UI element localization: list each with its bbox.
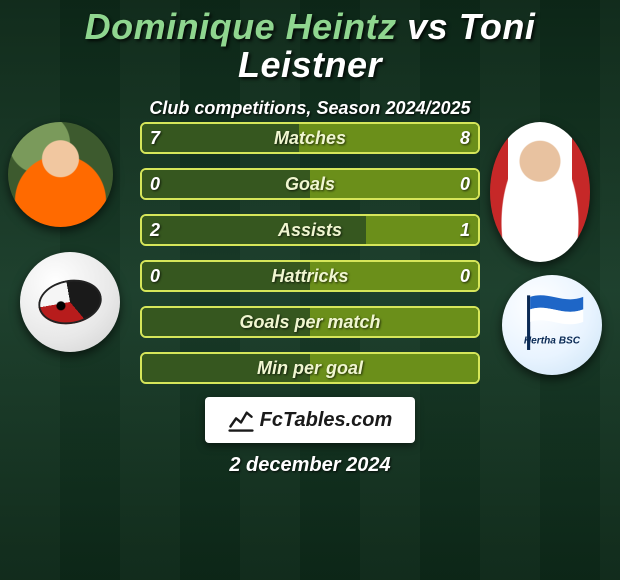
stat-bar-left-seg [142,354,310,382]
stat-row: Min per goal [140,352,480,384]
stat-bar-left-seg [142,262,310,290]
vs-label: vs [407,6,448,47]
stat-bar [140,260,480,292]
stat-bar-right-seg [366,216,478,244]
report-date: 2 december 2024 [0,454,620,477]
player1-avatar [8,122,113,227]
player2-club-logo: Hertha BSC [502,275,602,375]
stat-bar [140,214,480,246]
stat-bar-right-seg [310,262,478,290]
stat-bar-left-seg [142,308,310,336]
stat-bar-right-seg [310,354,478,382]
player1-name: Dominique Heintz [85,6,397,47]
stat-bar-left-seg [142,124,299,152]
stat-row: Hattricks00 [140,260,480,292]
subtitle-season: Season 2024/2025 [316,98,470,118]
subtitle: Club competitions, Season 2024/2025 [0,98,620,119]
stat-bar-right-seg [310,170,478,198]
stat-row: Assists21 [140,214,480,246]
stat-bar-left-seg [142,170,310,198]
stat-row: Goals per match [140,306,480,338]
player2-avatar [490,122,590,262]
brand-name: FcTables.com [260,409,393,432]
player1-club-logo [20,252,120,352]
stat-bar-right-seg [299,124,478,152]
stat-bars: Matches78 Goals00 Assists21 Hattricks00 Goal… [140,122,480,384]
brand-badge: FcTables.com [205,397,415,443]
stat-bar [140,168,480,200]
subtitle-competitions: Club competitions, [149,98,311,118]
brand-chart-icon [228,407,254,433]
stat-row: Goals00 [140,168,480,200]
stat-bar [140,122,480,154]
stat-bar-left-seg [142,216,366,244]
stat-bar [140,352,480,384]
stat-bar [140,306,480,338]
hertha-flag-icon: Hertha BSC [513,286,591,364]
page-title: Dominique Heintz vs Toni Leistner [0,8,620,84]
comparison-card: Dominique Heintz vs Toni Leistner Club c… [0,0,620,580]
stat-bar-right-seg [310,308,478,336]
stat-row: Matches78 [140,122,480,154]
svg-text:Hertha BSC: Hertha BSC [524,336,581,347]
